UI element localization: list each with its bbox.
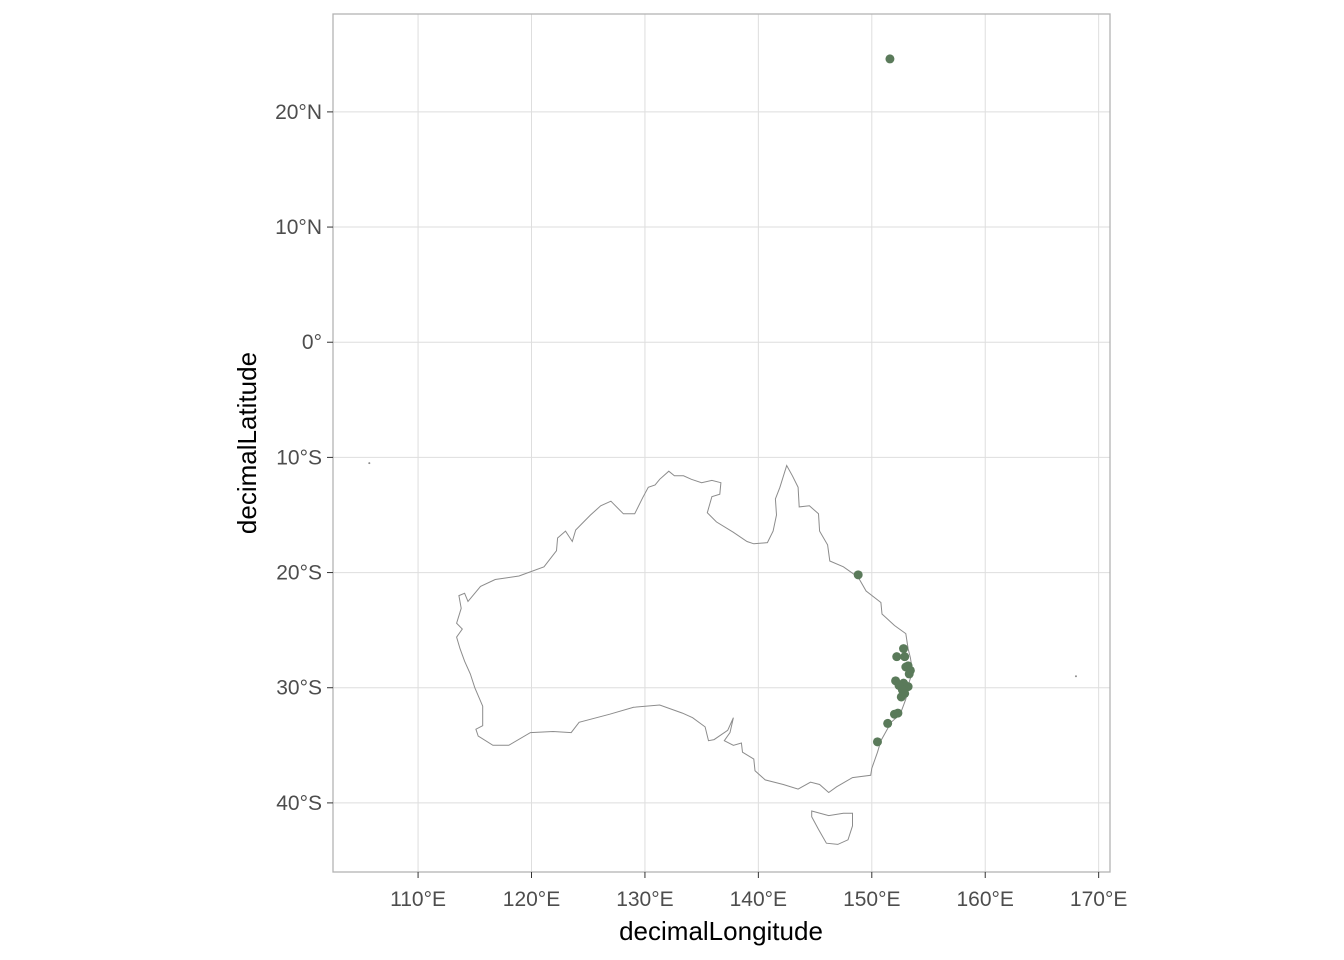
y-tick-label: 0° bbox=[302, 331, 322, 354]
y-tick-label: 10°S bbox=[276, 446, 322, 469]
small-island bbox=[368, 462, 371, 465]
panel-border bbox=[332, 13, 1111, 873]
y-axis-title: decimalLatitude bbox=[232, 352, 262, 534]
plot-panel bbox=[333, 14, 1110, 872]
y-axis-ticks: 20°N 10°N 0° 10°S 20°S 30°S 40°S bbox=[275, 101, 333, 815]
y-tick-label: 20°S bbox=[276, 562, 322, 585]
x-tick-label: 120°E bbox=[503, 888, 560, 911]
x-axis-ticks: 110°E 120°E 130°E 140°E 150°E 160°E 170°E bbox=[390, 872, 1127, 911]
x-tick-label: 170°E bbox=[1070, 888, 1127, 911]
grid-lines bbox=[333, 14, 1110, 872]
tasmania-coastline bbox=[811, 810, 853, 845]
occurrence-point bbox=[899, 644, 909, 654]
occurrence-points bbox=[853, 54, 915, 747]
y-tick-label: 40°S bbox=[276, 792, 322, 815]
occurrence-point bbox=[853, 570, 863, 580]
mainland-coastline bbox=[456, 464, 914, 794]
x-axis-title: decimalLongitude bbox=[619, 916, 823, 946]
y-tick-label: 20°N bbox=[275, 101, 322, 124]
occurrence-point bbox=[900, 652, 910, 662]
x-tick-label: 110°E bbox=[390, 888, 446, 911]
occurrence-point bbox=[885, 54, 895, 64]
occurrence-point bbox=[901, 662, 911, 672]
occurrence-point bbox=[896, 692, 906, 702]
x-tick-label: 150°E bbox=[843, 888, 900, 911]
x-tick-label: 160°E bbox=[956, 888, 1013, 911]
y-tick-label: 30°S bbox=[276, 677, 322, 700]
occurrence-point bbox=[894, 680, 904, 690]
occurrence-point bbox=[904, 669, 914, 679]
australia-outline bbox=[368, 462, 1077, 845]
occurrence-point bbox=[872, 737, 882, 747]
y-tick-label: 10°N bbox=[275, 216, 322, 239]
x-tick-label: 140°E bbox=[730, 888, 787, 911]
occurrence-point bbox=[883, 718, 893, 728]
x-tick-label: 130°E bbox=[616, 888, 673, 911]
small-island bbox=[1074, 675, 1077, 678]
occurrence-point bbox=[889, 709, 899, 719]
occurrence-point bbox=[892, 652, 902, 662]
